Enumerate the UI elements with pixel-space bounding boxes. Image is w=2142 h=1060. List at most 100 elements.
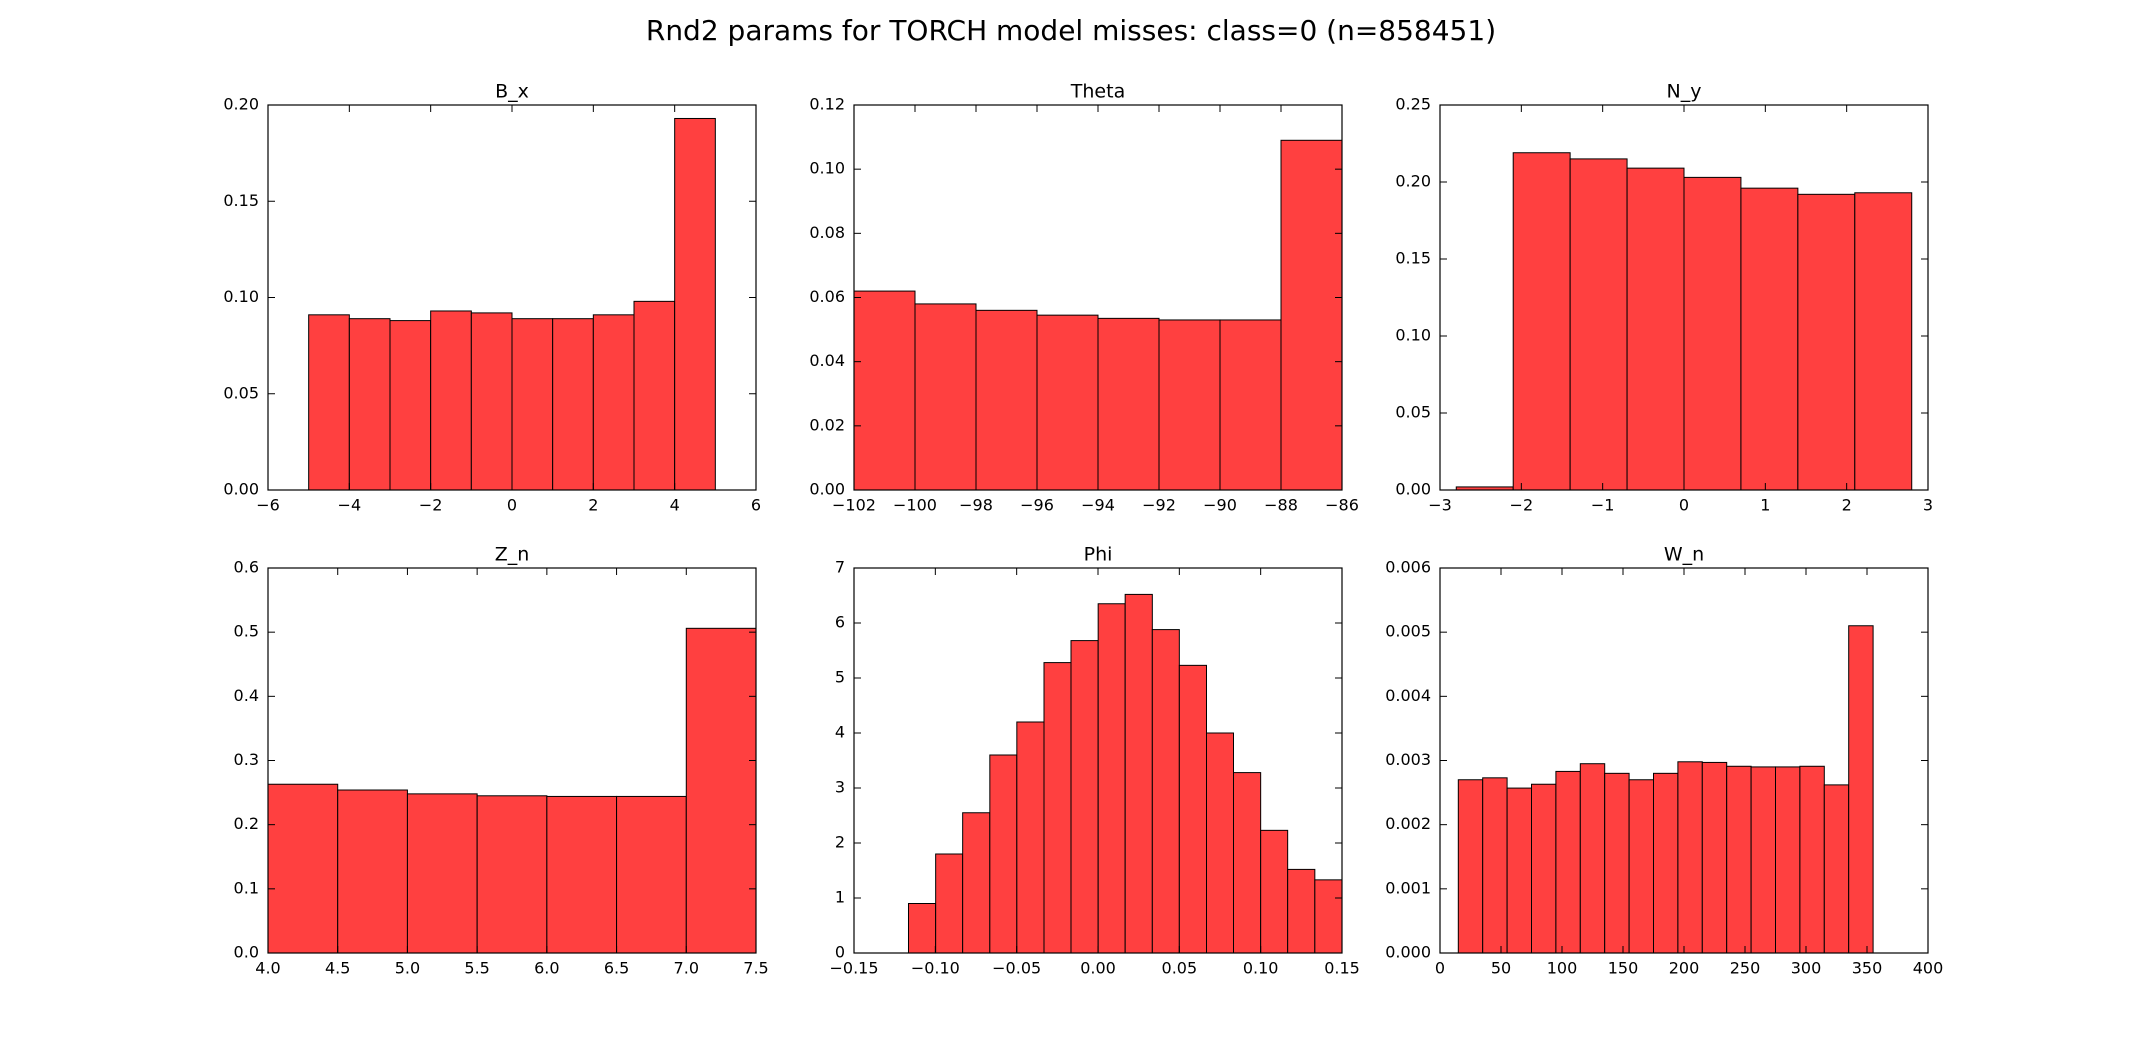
x-tick-label: −6	[256, 496, 280, 515]
x-tick-label: 0.10	[1243, 959, 1279, 978]
bar	[1848, 625, 1874, 954]
bar	[1823, 784, 1850, 954]
figure-title: Rnd2 params for TORCH model misses: clas…	[646, 14, 1496, 47]
y-tick-label: 0.02	[809, 415, 845, 434]
bar	[1531, 783, 1557, 954]
bar	[1569, 158, 1628, 491]
bar	[1097, 603, 1126, 954]
bar	[989, 754, 1018, 954]
bar	[430, 310, 472, 491]
x-tick-label: −100	[893, 496, 937, 515]
x-tick-label: 3	[1923, 496, 1933, 515]
subplot-title: Z_n	[495, 544, 530, 566]
bar	[1775, 766, 1801, 954]
y-tick-label: 4	[835, 723, 845, 742]
bar	[1653, 772, 1679, 954]
bar	[1260, 829, 1289, 954]
x-tick-label: 300	[1791, 959, 1822, 978]
bar	[1097, 317, 1160, 491]
bar	[476, 795, 548, 954]
y-tick-label: 0.004	[1385, 686, 1431, 705]
y-tick-label: 0.10	[809, 159, 845, 178]
x-tick-label: 4.5	[325, 959, 350, 978]
bar	[1799, 765, 1825, 954]
bar	[511, 318, 554, 491]
x-tick-label: −2	[419, 496, 443, 515]
x-tick-label: −0.15	[829, 959, 878, 978]
y-tick-label: 0.4	[234, 686, 259, 705]
subplot-title: Phi	[1084, 544, 1113, 566]
x-tick-label: −86	[1325, 496, 1359, 515]
x-tick-label: 2	[1842, 496, 1852, 515]
y-tick-label: 0	[835, 943, 845, 962]
bar	[546, 795, 618, 954]
bar	[1151, 629, 1180, 954]
bar	[1854, 192, 1913, 491]
y-tick-label: 0.20	[223, 95, 259, 114]
subplot-title: B_x	[495, 81, 529, 103]
y-tick-label: 0.5	[234, 622, 259, 641]
x-tick-label: 350	[1852, 959, 1883, 978]
subplot-title: N_y	[1667, 81, 1702, 103]
bar	[1726, 765, 1752, 954]
bar	[1579, 763, 1606, 954]
bar	[337, 789, 408, 954]
x-tick-label: −96	[1020, 496, 1054, 515]
x-tick-label: 6.5	[604, 959, 629, 978]
x-tick-label: 0.15	[1324, 959, 1360, 978]
bar	[389, 320, 432, 491]
y-tick-label: 0.06	[809, 287, 845, 306]
bar	[348, 318, 391, 491]
bar	[1124, 593, 1153, 954]
y-tick-label: 0.002	[1385, 814, 1431, 833]
bar	[1036, 314, 1099, 491]
y-tick-label: 1	[835, 888, 845, 907]
x-tick-label: 0	[1435, 959, 1445, 978]
y-tick-label: 0.10	[223, 287, 259, 306]
y-tick-label: 0.0	[234, 943, 259, 962]
x-tick-label: 100	[1547, 959, 1578, 978]
bar	[616, 795, 687, 954]
bar	[1683, 176, 1742, 491]
x-tick-label: −94	[1081, 496, 1115, 515]
bar	[552, 318, 594, 491]
y-tick-label: 0.20	[1395, 172, 1431, 191]
y-tick-label: 7	[835, 558, 845, 577]
subplot: −102 −100 −98 −96 −94 −92 −90 −88 −86 0.00 0.02 0.0…	[809, 81, 1359, 515]
x-tick-label: −3	[1428, 496, 1452, 515]
x-tick-label: 2	[588, 496, 598, 515]
bar	[308, 314, 350, 491]
x-tick-label: −0.05	[992, 959, 1041, 978]
x-tick-label: −102	[832, 496, 876, 515]
bar	[1233, 772, 1262, 954]
y-tick-label: 3	[835, 778, 845, 797]
y-tick-label: 0.006	[1385, 558, 1431, 577]
y-tick-label: 0.000	[1385, 943, 1431, 962]
x-tick-label: −98	[959, 496, 993, 515]
x-tick-label: 5.5	[464, 959, 489, 978]
bar	[1314, 879, 1343, 954]
x-tick-label: 200	[1669, 959, 1700, 978]
x-tick-label: 7.0	[674, 959, 699, 978]
x-tick-label: −0.10	[911, 959, 960, 978]
x-tick-label: 0.00	[1080, 959, 1116, 978]
bar	[685, 627, 757, 954]
subplot-title: W_n	[1664, 544, 1704, 566]
x-tick-label: 400	[1913, 959, 1944, 978]
bar	[1604, 772, 1630, 954]
bar	[470, 312, 513, 491]
bar	[1626, 167, 1685, 491]
x-tick-label: 150	[1608, 959, 1639, 978]
y-tick-label: 0.003	[1385, 750, 1431, 769]
y-tick-label: 2	[835, 833, 845, 852]
bar	[1043, 662, 1072, 954]
bar	[935, 853, 964, 954]
y-tick-label: 0.05	[223, 383, 259, 402]
bar	[1016, 721, 1045, 954]
x-tick-label: 6.0	[534, 959, 559, 978]
bar	[1280, 139, 1343, 491]
y-tick-label: 0.001	[1385, 878, 1431, 897]
x-tick-label: −90	[1203, 496, 1237, 515]
subplot: 0 50 100 150 200 250 300 350 400 0.000 0.001 0.002 0…	[1385, 544, 1943, 978]
